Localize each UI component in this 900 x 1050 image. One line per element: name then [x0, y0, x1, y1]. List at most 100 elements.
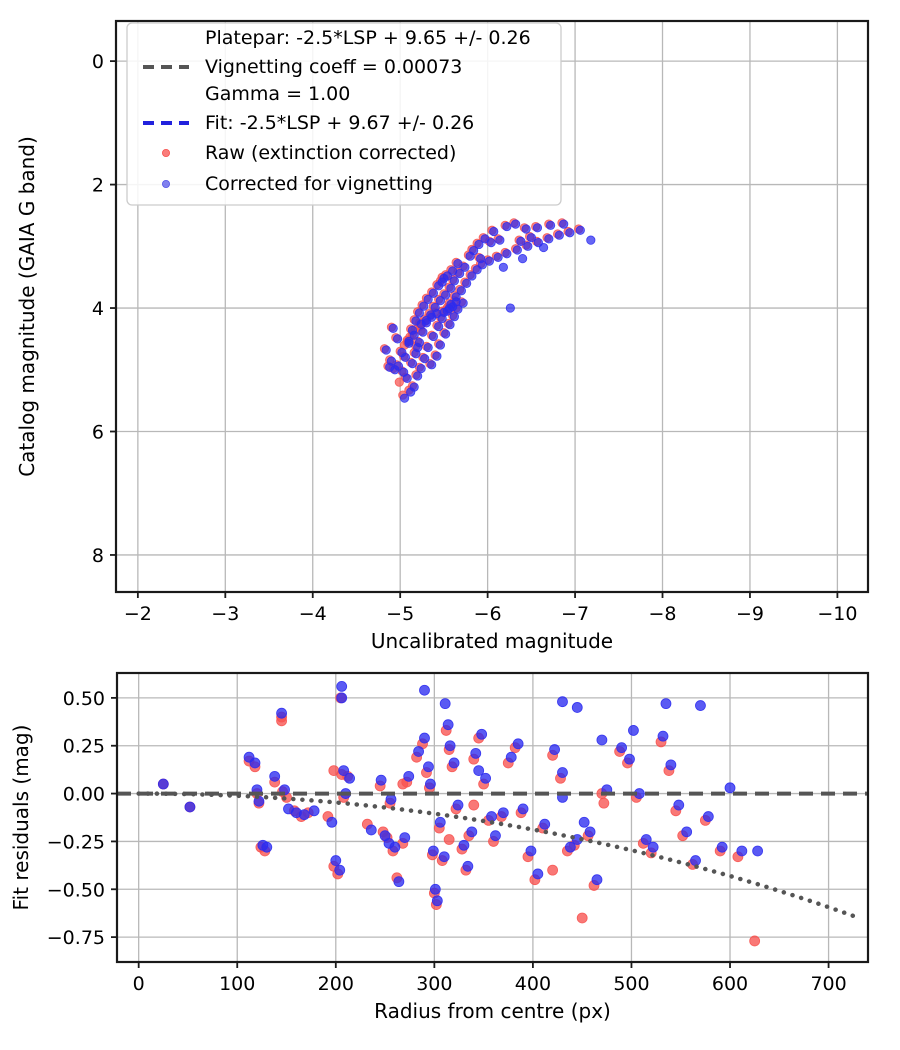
data-point [434, 321, 444, 332]
data-point [489, 226, 499, 237]
data-point [449, 312, 459, 322]
data-point [498, 262, 508, 272]
data-point [549, 744, 560, 755]
data-point [413, 342, 423, 353]
data-point [428, 288, 439, 298]
data-point [365, 824, 377, 836]
data-point [442, 271, 452, 281]
scatter-series-corrected [381, 219, 596, 403]
data-point [441, 290, 451, 300]
data-point [640, 834, 652, 845]
data-point [400, 352, 411, 363]
data-point [532, 223, 543, 233]
data-point [423, 761, 434, 773]
data-point [586, 235, 596, 245]
data-point [624, 753, 635, 765]
data-point [460, 262, 470, 272]
data-point [441, 329, 451, 339]
data-point [334, 864, 346, 876]
xtick-label: 200 [318, 973, 354, 995]
data-point [690, 855, 701, 866]
data-point [413, 371, 423, 381]
legend-label-2: Gamma = 1.00 [205, 83, 350, 105]
data-point [695, 700, 706, 711]
data-point [435, 296, 446, 306]
bottom-yaxis-label: Fit residuals (mag) [9, 725, 33, 911]
data-point [451, 297, 461, 307]
data-point [184, 801, 196, 813]
xtick-label: 300 [416, 973, 452, 995]
data-point [516, 236, 526, 246]
data-point [261, 841, 273, 853]
data-point [269, 770, 281, 782]
data-point [505, 751, 517, 763]
data-point [452, 799, 464, 811]
top-xaxis-label: Uncalibrated magnitude [371, 629, 613, 653]
data-point [724, 782, 736, 794]
data-point [486, 811, 497, 822]
data-point [511, 219, 521, 229]
data-point [736, 845, 748, 857]
data-point [276, 707, 287, 719]
xtick-label: 100 [219, 973, 255, 995]
data-point [419, 684, 430, 696]
xtick-label: −10 [817, 603, 857, 625]
data-point [476, 254, 486, 264]
data-point [399, 367, 409, 377]
data-point [385, 793, 397, 805]
legend-label-4: Raw (extinction corrected) [205, 142, 456, 164]
data-point [458, 839, 470, 851]
data-point [404, 338, 414, 348]
xtick-label: −7 [561, 603, 589, 625]
data-point [525, 845, 537, 857]
ytick-label: 6 [92, 422, 104, 444]
data-point [431, 895, 443, 907]
data-point [330, 855, 342, 866]
data-point [523, 241, 533, 251]
residual-series-raw [157, 692, 761, 947]
xtick-label: −3 [211, 603, 239, 625]
data-point [423, 294, 433, 304]
data-point [462, 860, 474, 872]
data-point [418, 327, 428, 337]
legend-label-5: Corrected for vignetting [205, 173, 433, 195]
data-point [598, 797, 610, 809]
data-point [473, 765, 485, 777]
ytick-label: 2 [92, 175, 104, 197]
data-point [443, 834, 455, 845]
data-point [399, 393, 410, 403]
xtick-label: −9 [736, 603, 764, 625]
data-point [557, 767, 568, 778]
data-point [571, 702, 583, 713]
ytick-label: 8 [92, 545, 104, 567]
data-point [468, 799, 480, 811]
data-point [414, 308, 425, 318]
data-point [502, 249, 512, 259]
data-point [554, 230, 564, 240]
ytick-label: 4 [92, 298, 104, 320]
data-point [442, 719, 454, 731]
ytick-label: 0.50 [63, 688, 105, 710]
data-point [647, 841, 659, 853]
data-point [578, 816, 590, 828]
data-point [444, 740, 456, 752]
data-point [453, 258, 463, 269]
data-point [338, 765, 350, 777]
legend-label-1: Vignetting coeff = 0.00073 [205, 56, 462, 78]
data-point [403, 770, 415, 782]
data-point [476, 728, 488, 740]
ytick-label: 0.00 [63, 784, 105, 806]
data-point [389, 841, 401, 853]
xtick-label: 700 [810, 973, 846, 995]
legend: Platepar: -2.5*LSP + 9.65 +/- 0.26 Vignet… [126, 22, 562, 206]
bottom-axes-frame [115, 671, 870, 964]
legend-label-0: Platepar: -2.5*LSP + 9.65 +/- 0.26 [205, 27, 531, 49]
ytick-label: −0.75 [47, 927, 105, 949]
top-axes-frame [114, 19, 870, 594]
data-point [394, 377, 404, 387]
data-point [673, 799, 685, 811]
data-point [465, 251, 475, 261]
data-point [344, 772, 355, 784]
data-point [427, 360, 437, 370]
